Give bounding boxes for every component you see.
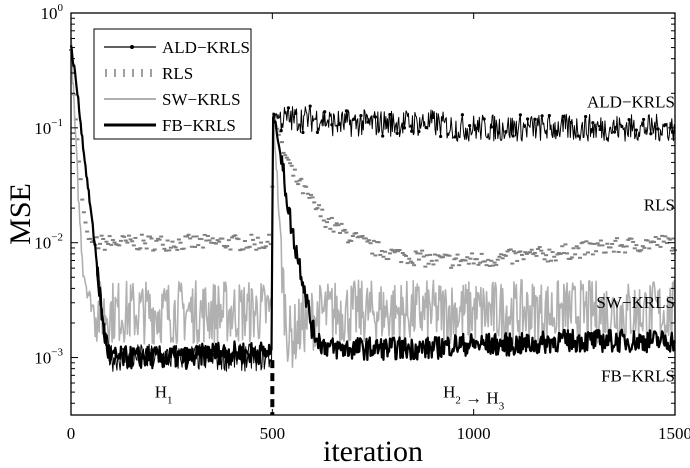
ald-marker — [272, 112, 276, 116]
plot-frame — [70, 12, 676, 416]
ald-marker — [641, 117, 646, 122]
ald-marker — [584, 114, 588, 119]
ald-marker — [598, 127, 602, 132]
ald-marker — [453, 135, 457, 139]
ald-marker — [308, 104, 312, 108]
ald-marker — [424, 125, 428, 130]
ald-marker — [540, 114, 544, 118]
ald-marker — [613, 130, 617, 134]
series-rls — [69, 48, 677, 269]
ald-marker — [323, 110, 327, 114]
legend-item: ALD−KRLS — [104, 38, 250, 57]
ald-marker — [344, 109, 349, 113]
ald-marker — [446, 132, 450, 136]
ald-marker — [576, 134, 580, 138]
ald-marker — [562, 114, 566, 119]
ald-marker — [547, 113, 551, 118]
y-tick-label: 10−1 — [34, 117, 63, 138]
ald-marker — [366, 120, 370, 124]
ald-marker — [482, 117, 486, 121]
y-tick-label: 10−2 — [34, 232, 63, 253]
ald-marker — [359, 114, 363, 118]
legend-label: RLS — [162, 64, 193, 83]
annotation: H2 → H3 — [443, 382, 505, 412]
series-aldkrls — [70, 50, 676, 372]
annotation: ALD−KRLS — [587, 93, 675, 112]
ald-marker — [649, 132, 653, 136]
ald-marker — [286, 106, 291, 110]
ald-marker — [388, 112, 392, 117]
ald-marker — [555, 129, 559, 133]
legend-item: RLS — [105, 64, 193, 83]
y-tick-label: 100 — [41, 2, 64, 23]
x-tick-label: 500 — [260, 424, 286, 443]
ald-marker — [475, 126, 479, 130]
series-layer — [69, 37, 677, 415]
ald-marker — [605, 137, 609, 141]
ald-marker — [301, 130, 305, 135]
y-axis-label: MSE — [4, 183, 37, 245]
ald-marker — [410, 129, 414, 133]
x-tick-label: 1500 — [658, 424, 690, 443]
ald-marker — [294, 111, 298, 115]
legend-item: FB−KRLS — [104, 116, 236, 135]
legend-label: SW−KRLS — [162, 90, 241, 109]
y-tick-label: 10−3 — [34, 347, 63, 368]
x-tick-label: 1000 — [457, 424, 491, 443]
ald-marker — [533, 117, 537, 121]
legend: ALD−KRLS RLS SW−KRLS FB−KRLS — [93, 28, 252, 140]
annotation: H1 — [155, 382, 173, 406]
ald-marker — [439, 134, 443, 139]
ald-marker — [352, 117, 356, 121]
legend-label: ALD−KRLS — [162, 38, 250, 57]
series-fbkrls — [69, 45, 676, 370]
ald-marker — [417, 129, 421, 134]
ald-marker — [460, 113, 464, 117]
series-swkrls — [70, 37, 676, 369]
series-line — [70, 50, 676, 372]
ald-marker — [468, 124, 472, 128]
x-tick-label: 0 — [67, 424, 76, 443]
ald-marker — [330, 123, 334, 127]
ald-marker — [569, 120, 573, 125]
ticks-layer: 0 500 1000 1500 100 10−1 10−2 10−3 — [34, 2, 690, 443]
legend-item: SW−KRLS — [104, 90, 241, 109]
ald-marker — [497, 131, 501, 135]
ald-marker — [504, 130, 508, 134]
annotation: FB−KRLS — [601, 366, 675, 385]
ald-marker — [402, 126, 407, 130]
annotation: RLS — [644, 196, 675, 215]
annotation: SW−KRLS — [596, 293, 675, 312]
ald-marker — [526, 117, 530, 121]
ald-marker — [620, 124, 624, 129]
ald-marker — [511, 134, 515, 138]
ald-marker — [395, 131, 399, 135]
ald-marker — [627, 117, 631, 122]
ald-marker — [337, 122, 341, 126]
legend-label: FB−KRLS — [162, 116, 236, 135]
series-line — [69, 45, 676, 370]
ald-marker — [591, 121, 595, 125]
ald-marker — [634, 128, 638, 132]
ald-marker — [663, 123, 667, 127]
series-line — [70, 37, 676, 369]
ald-marker — [315, 130, 320, 134]
ald-marker — [381, 134, 385, 138]
ald-marker — [431, 115, 435, 119]
ald-marker — [279, 128, 283, 133]
legend-marker — [130, 45, 134, 49]
ald-marker — [670, 129, 675, 134]
x-axis-label: iteration — [323, 435, 423, 468]
ald-marker — [518, 113, 522, 117]
ald-marker — [489, 125, 493, 129]
annotations: ALD−KRLS RLS SW−KRLS FB−KRLS H1 H2 → H3 — [155, 93, 675, 413]
ald-marker — [373, 115, 378, 119]
ald-marker — [656, 127, 660, 131]
